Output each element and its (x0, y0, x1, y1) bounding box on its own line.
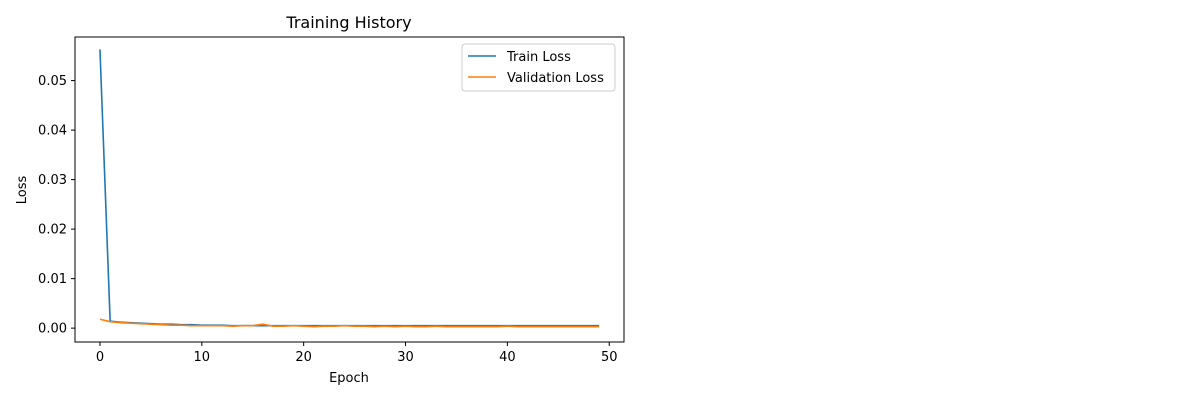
y-axis: 0.00 0.01 0.02 0.03 0.04 0.05 (38, 74, 75, 337)
legend-label-validation-loss: Validation Loss (507, 71, 604, 86)
y-tick-label: 0.00 (38, 322, 67, 337)
series-line-validation-loss (99, 318, 600, 328)
y-axis-label: Loss (15, 176, 30, 205)
legend-label-train-loss: Train Loss (506, 50, 571, 65)
y-tick-label: 0.05 (38, 74, 67, 89)
x-tick-label: 40 (499, 350, 516, 365)
x-axis: 0 10 20 30 40 50 (96, 342, 618, 365)
x-tick-label: 20 (295, 350, 312, 365)
x-tick-label: 30 (397, 350, 414, 365)
y-tick-label: 0.03 (38, 173, 67, 188)
y-tick-label: 0.01 (38, 272, 67, 287)
x-tick-label: 10 (194, 350, 211, 365)
x-tick-label: 0 (96, 350, 104, 365)
x-axis-label: Epoch (329, 371, 369, 386)
y-tick-label: 0.04 (38, 124, 67, 139)
series-layer (99, 49, 600, 328)
legend: Train Loss Validation Loss (461, 43, 616, 92)
chart-title: Training History (285, 13, 411, 32)
x-tick-label: 50 (601, 350, 618, 365)
y-tick-label: 0.02 (38, 223, 67, 238)
legend-box (461, 43, 616, 92)
plot-frame (74, 36, 625, 343)
